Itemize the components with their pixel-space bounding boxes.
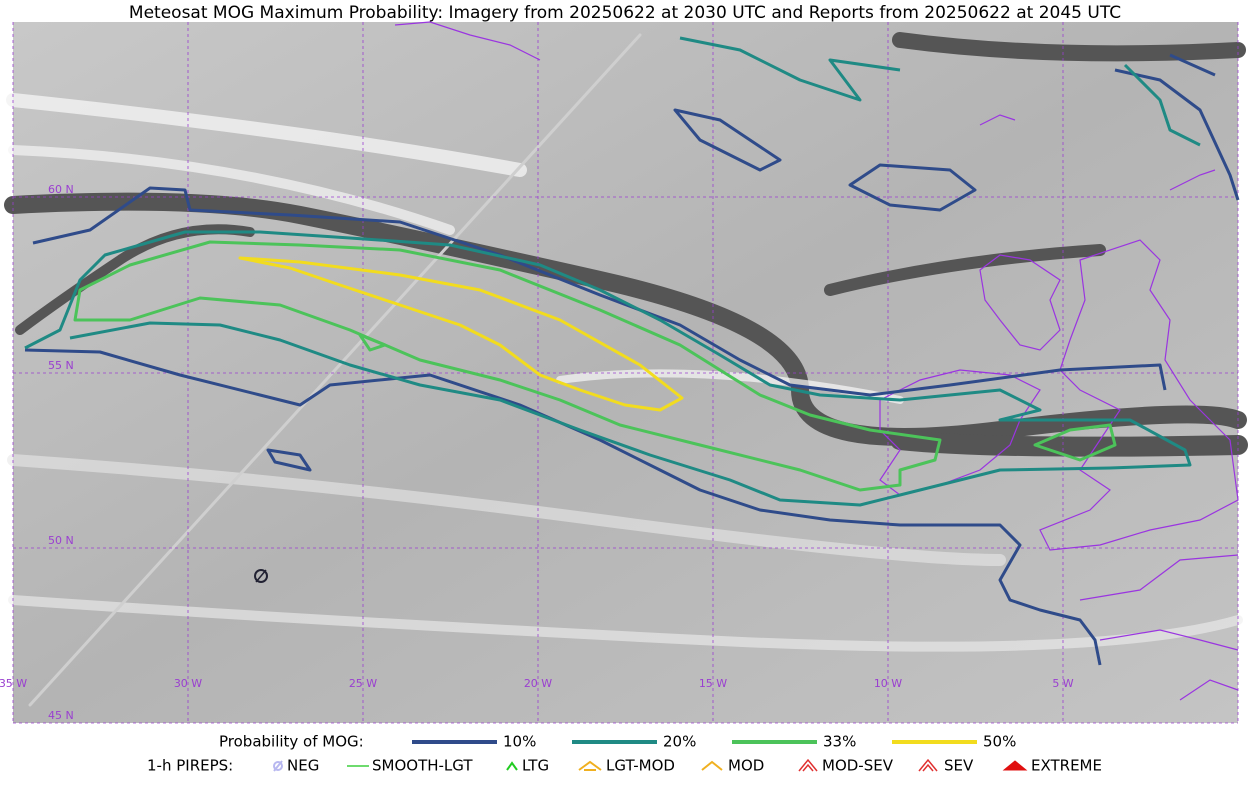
lat-label: 50 N: [48, 534, 74, 547]
legend-entry: LTG: [522, 757, 549, 775]
pirep-symbol: [798, 758, 818, 772]
lat-labels: 60 N 55 N 50 N 45 N: [48, 183, 74, 722]
legend-label: Probability of MOG:: [219, 733, 364, 751]
lon-labels: 35 W 30 W 25 W 20 W 15 W 10 W 5 W: [0, 677, 1074, 690]
lat-label: 60 N: [48, 183, 74, 196]
legend-entry: MOD: [728, 757, 764, 775]
legend-entry: 20%: [663, 733, 696, 751]
legend-entry: LGT-MOD: [606, 757, 675, 775]
pirep-symbol: [918, 758, 938, 772]
pirep-symbol: [273, 760, 283, 772]
pirep-symbol: [578, 760, 602, 771]
lat-label: 45 N: [48, 709, 74, 722]
map: 60 N 55 N 50 N 45 N 35 W 30 W 25 W 20 W 15 W 10 …: [0, 21, 1248, 724]
legend-entry: SEV: [944, 757, 974, 775]
lon-label: 20 W: [524, 677, 552, 690]
lon-label: 10 W: [874, 677, 902, 690]
coastline: [394, 21, 1239, 701]
contours: [24, 36, 1240, 666]
legend-entry: NEG: [287, 757, 319, 775]
lon-label: 30 W: [174, 677, 202, 690]
lon-label: 5 W: [1052, 677, 1073, 690]
pirep-symbol: [701, 760, 723, 771]
legend-entry: 50%: [983, 733, 1016, 751]
lat-label: 55 N: [48, 359, 74, 372]
pirep-symbol: [273, 761, 283, 771]
pirep-symbol: [506, 761, 518, 771]
legend-entry: SMOOTH-LGT: [372, 757, 473, 775]
legend: Probability of MOG: 10% 20% 33% 50% 1-h PIREP…: [147, 733, 1102, 775]
legend-label: 1-h PIREPS:: [147, 757, 233, 775]
title: Meteosat MOG Maximum Probability: Imager…: [129, 3, 1121, 23]
legend-entry: 33%: [823, 733, 856, 751]
lon-label: 35 W: [0, 677, 27, 690]
legend-entry: MOD-SEV: [822, 757, 894, 775]
pirep-symbol: [1002, 760, 1028, 771]
legend-entry: 10%: [503, 733, 536, 751]
lon-label: 25 W: [349, 677, 377, 690]
lon-label: 15 W: [699, 677, 727, 690]
legend-entry: EXTREME: [1031, 757, 1102, 775]
